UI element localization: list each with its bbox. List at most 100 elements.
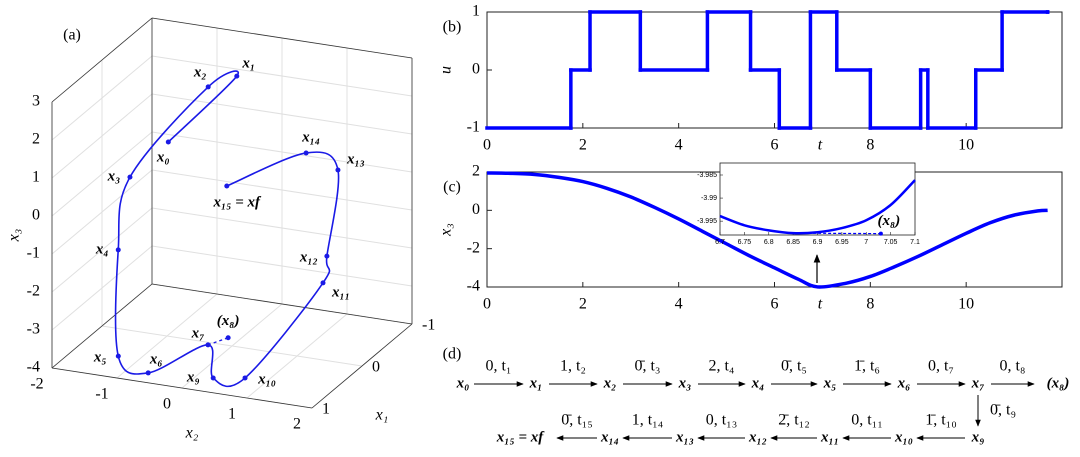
node: x₆ bbox=[897, 375, 911, 391]
point-label: x₁₅ = xf bbox=[213, 194, 263, 210]
inset-y-tick-label: -3.985 bbox=[697, 172, 717, 179]
x3-tick-label: 3 bbox=[32, 93, 40, 110]
x-tick-label: 6 bbox=[771, 137, 779, 154]
point-label: x₁₀ bbox=[257, 371, 276, 387]
panel-label: (b) bbox=[443, 19, 462, 36]
x-tick-label: 0 bbox=[483, 296, 491, 313]
point-label: x₁₃ bbox=[346, 151, 365, 167]
inset-x-tick-label: 7.1 bbox=[910, 239, 920, 246]
point-label: x₅ bbox=[93, 350, 107, 366]
inset-x-tick-label: 6.75 bbox=[738, 239, 752, 246]
node: x₇ bbox=[971, 375, 985, 391]
node: x₁₄ bbox=[600, 429, 619, 445]
x-tick-label: 8 bbox=[866, 296, 874, 313]
trajectory-point bbox=[205, 84, 211, 90]
box-edge bbox=[151, 283, 413, 325]
x3-tick-label: -2 bbox=[27, 283, 40, 300]
inset-y-tick-label: -3.995 bbox=[697, 218, 717, 225]
inset-x-tick-label: 6.9 bbox=[813, 239, 823, 246]
trajectory-point bbox=[210, 375, 216, 381]
inset-y-tick-label: -3.99 bbox=[701, 195, 717, 202]
box-edge bbox=[51, 283, 153, 369]
x-tick-label: 10 bbox=[958, 137, 974, 154]
y-tick-label: 0 bbox=[472, 61, 480, 78]
x-tick-label: 4 bbox=[675, 296, 683, 313]
edge-label: 0̄, t₁₅ bbox=[561, 412, 593, 429]
point-label: x₁₄ bbox=[301, 129, 320, 145]
y-tick-label: 0 bbox=[472, 201, 480, 218]
x-tick-label: 4 bbox=[675, 137, 683, 154]
inset-frame bbox=[719, 162, 916, 236]
y-tick-label: 2 bbox=[472, 163, 480, 180]
node: x₁₅ = xf bbox=[496, 429, 546, 445]
x-tick-label: 6 bbox=[771, 296, 779, 313]
inset-x-tick-label: 7 bbox=[864, 239, 868, 246]
inset-x-tick-label: 6.85 bbox=[786, 239, 800, 246]
x1-tick-label: -1 bbox=[422, 317, 435, 334]
x3-tick-label: 2 bbox=[32, 131, 40, 148]
inset-x-tick-label: 6.95 bbox=[835, 239, 849, 246]
y-tick-label: 1 bbox=[472, 3, 480, 20]
x2-axis-label: x₂ bbox=[185, 425, 199, 442]
node: (x₈) bbox=[1047, 375, 1070, 391]
x3-tick-label: 1 bbox=[32, 169, 40, 186]
box-edge bbox=[311, 323, 413, 409]
edge-label: 0, t₈ bbox=[999, 358, 1025, 375]
point-label: x₆ bbox=[149, 351, 163, 367]
line bbox=[486, 171, 1048, 289]
x-tick-label: 10 bbox=[958, 296, 974, 313]
y-axis-label: x₃ bbox=[438, 223, 455, 237]
x-tick-label: 2 bbox=[579, 296, 587, 313]
x-tick-label: 8 bbox=[866, 137, 874, 154]
x1-tick-label: 0 bbox=[372, 359, 380, 376]
edge-label: 0̄, t₃ bbox=[634, 358, 660, 375]
x1-tick-label: 1 bbox=[322, 401, 330, 418]
trajectory-point bbox=[165, 139, 171, 145]
x-tick-label: 0 bbox=[483, 137, 491, 154]
x-axis-label: t bbox=[818, 296, 823, 313]
node: x₁ bbox=[529, 375, 543, 391]
x1-axis-label: x₁ bbox=[375, 407, 389, 424]
panel-label: (c) bbox=[443, 179, 461, 196]
trajectory-point bbox=[115, 247, 121, 253]
x3-tick-label: 0 bbox=[32, 207, 40, 224]
trajectory-point bbox=[145, 370, 151, 376]
trajectory-point bbox=[127, 174, 133, 180]
edge-label: 1, t₂ bbox=[560, 358, 586, 375]
edge-label: 2̄, t₁₂ bbox=[778, 412, 810, 429]
point-label: x₉ bbox=[186, 369, 200, 385]
panel-label: (a) bbox=[63, 27, 81, 44]
inset-point bbox=[878, 231, 883, 236]
inset-point-label: (x₈) bbox=[878, 213, 901, 229]
trajectory-point bbox=[320, 280, 326, 286]
point-label: (x₈) bbox=[217, 313, 240, 329]
inset-x-tick-label: 7.05 bbox=[884, 239, 898, 246]
edge-label: 1̄, t₁₀ bbox=[925, 412, 957, 429]
y-tick-label: -4 bbox=[467, 278, 480, 295]
edge-label: 0, t₁₁ bbox=[851, 412, 883, 429]
node: x₁₃ bbox=[675, 429, 694, 445]
edge-label: 2, t₄ bbox=[708, 358, 734, 375]
trajectory-point bbox=[324, 253, 330, 259]
trajectory-point bbox=[234, 73, 240, 79]
x2-tick-label: -1 bbox=[95, 386, 108, 403]
edge-label: 0, t₁ bbox=[485, 358, 511, 375]
edge-label: 1, t₁₄ bbox=[632, 412, 664, 429]
x2-tick-label: 1 bbox=[228, 406, 236, 423]
point-label: x₄ bbox=[95, 241, 109, 257]
box-edge bbox=[151, 17, 413, 59]
x3-tick-label: -3 bbox=[27, 321, 40, 338]
edge-label: 0, t₁₃ bbox=[706, 412, 738, 429]
box-edge bbox=[51, 17, 153, 103]
x2-tick-label: -2 bbox=[30, 376, 43, 393]
point-label: x₁₁ bbox=[331, 284, 350, 300]
point-label: x₇ bbox=[191, 325, 205, 341]
x3-tick-label: -4 bbox=[27, 359, 40, 376]
grid-line bbox=[101, 325, 363, 367]
inset-x-tick-label: 6.7 bbox=[715, 239, 725, 246]
x3-axis-label: x₃ bbox=[6, 229, 23, 243]
point-label: x₀ bbox=[156, 149, 170, 165]
node: x₅ bbox=[823, 375, 837, 391]
node: x₂ bbox=[603, 375, 617, 391]
